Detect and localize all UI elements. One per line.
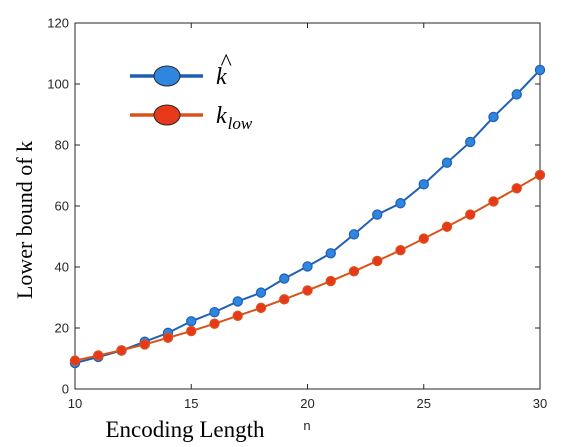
data-point	[372, 209, 383, 220]
legend-entry: k^	[130, 50, 232, 90]
y-axis-label: Lower bound of k	[12, 141, 37, 299]
data-point	[348, 229, 360, 240]
series-layer	[69, 64, 546, 369]
data-point	[186, 325, 197, 337]
y-tick-label: 120	[47, 16, 69, 31]
data-point	[488, 196, 499, 207]
x-axis-symbol: n	[303, 418, 310, 433]
x-tick-label: 10	[68, 396, 82, 411]
y-tick-label: 40	[55, 260, 69, 275]
x-tick-label: 25	[417, 396, 431, 411]
data-point	[441, 157, 453, 168]
x-tick-label: 20	[300, 396, 314, 411]
data-point	[279, 294, 290, 305]
data-point	[116, 345, 127, 356]
x-axis-label: Encoding Length	[105, 417, 265, 442]
data-point	[69, 355, 81, 366]
x-tick-label: 15	[184, 396, 198, 411]
data-point	[325, 275, 336, 287]
data-point	[511, 89, 522, 100]
data-point	[534, 169, 546, 181]
legend: k^ klow	[130, 50, 253, 133]
y-tick-label: 0	[62, 382, 69, 397]
data-point	[418, 233, 429, 244]
series-1	[69, 169, 546, 366]
data-point	[186, 316, 197, 327]
legend-marker	[153, 104, 181, 126]
legend-marker	[153, 65, 181, 87]
data-point	[511, 183, 522, 194]
data-point	[325, 248, 336, 259]
data-point	[395, 245, 406, 256]
axes: 0 20 40 60 80 100 120 10 15 20 25 30	[47, 16, 547, 412]
data-point	[93, 350, 104, 361]
data-point	[418, 179, 429, 190]
data-point	[348, 266, 360, 277]
y-tick-label: 20	[55, 321, 69, 336]
data-point	[488, 111, 499, 123]
data-point	[302, 285, 313, 296]
data-point	[279, 273, 290, 284]
data-point	[255, 302, 267, 314]
data-point	[232, 310, 243, 321]
data-point	[534, 64, 546, 76]
plot-frame	[74, 22, 541, 390]
series-0	[69, 64, 546, 369]
data-point	[372, 255, 383, 267]
data-point	[139, 339, 150, 350]
data-point	[209, 306, 220, 318]
data-point	[162, 332, 174, 343]
legend-label: klow	[216, 103, 253, 133]
data-point	[302, 261, 313, 272]
legend-entry: klow	[130, 103, 253, 133]
y-tick-label: 100	[47, 77, 69, 92]
y-tick-label: 80	[55, 138, 69, 153]
data-point	[395, 198, 406, 209]
y-tick-label: 60	[55, 199, 69, 214]
data-point	[255, 287, 267, 298]
data-point	[441, 221, 453, 232]
data-point	[232, 296, 243, 307]
data-point	[209, 318, 220, 329]
legend-hat: ^	[220, 50, 232, 76]
data-point	[465, 209, 476, 220]
data-point	[465, 136, 476, 148]
x-tick-label: 30	[533, 396, 547, 411]
legend-label: k	[216, 64, 227, 90]
